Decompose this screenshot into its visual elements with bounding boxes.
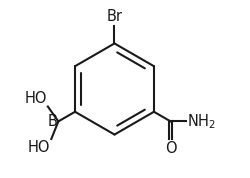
Text: O: O — [165, 141, 176, 156]
Text: NH$_2$: NH$_2$ — [187, 112, 216, 131]
Text: Br: Br — [106, 9, 122, 24]
Text: HO: HO — [28, 140, 50, 155]
Text: HO: HO — [24, 91, 47, 106]
Text: B: B — [48, 114, 58, 129]
